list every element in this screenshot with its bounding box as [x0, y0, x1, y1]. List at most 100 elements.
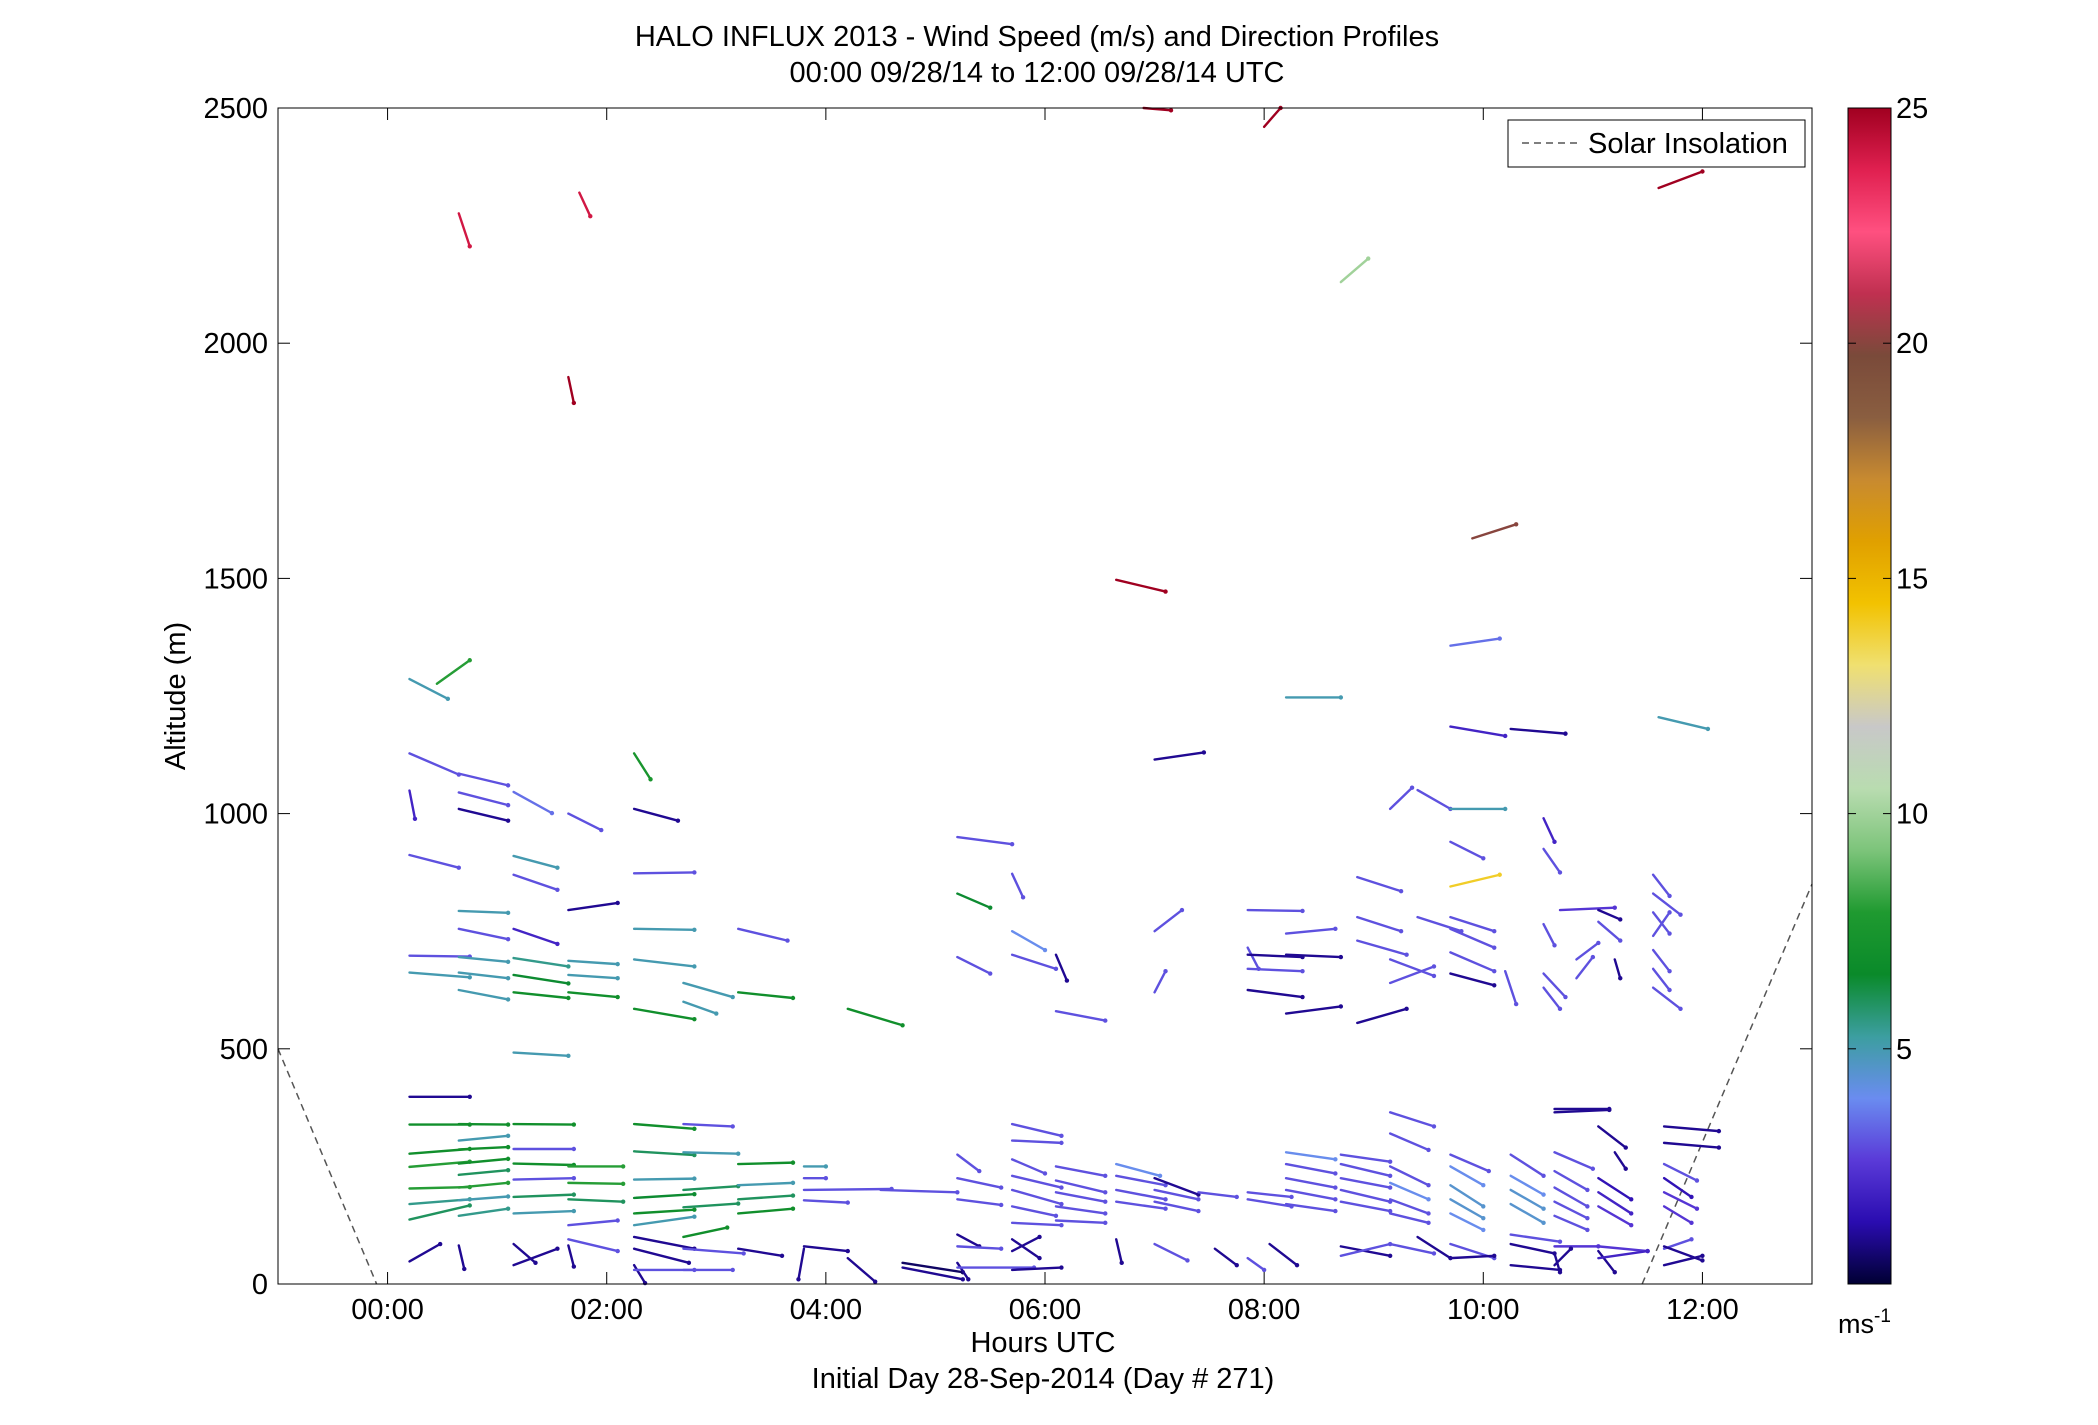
wind-barb [1388, 1212, 1431, 1226]
wind-barb-tip [1492, 1253, 1497, 1258]
wind-barb-tip [730, 1124, 735, 1129]
wind-barb-tip [1261, 1267, 1267, 1273]
wind-barb-shaft [1388, 1212, 1430, 1225]
wind-barb [1388, 785, 1415, 811]
x-axis-ticks: 00:00 02:00 04:00 06:00 08:00 10:00 12:00 [351, 108, 1739, 1326]
wind-barb [1010, 1122, 1064, 1139]
wind-barb-tip [1607, 1107, 1612, 1113]
wind-barb [1449, 1198, 1486, 1221]
wind-barb-tip [1503, 733, 1508, 739]
wind-barb-tip [1426, 1197, 1431, 1202]
wind-barb [901, 1266, 966, 1282]
wind-barb-tip [555, 941, 560, 947]
wind-barb [1542, 847, 1563, 875]
wind-barb-tip [1387, 1253, 1393, 1258]
wind-barb [1284, 953, 1344, 960]
wind-barb [1662, 1125, 1722, 1134]
y-tick-label: 1500 [203, 563, 268, 595]
wind-barb [1054, 1205, 1108, 1216]
wind-barb-shaft [512, 873, 559, 892]
wind-barb [512, 1192, 577, 1199]
wind-barb-shaft [567, 375, 576, 405]
wind-barb-shaft [632, 1247, 691, 1265]
wind-barb [632, 1007, 697, 1022]
wind-barb-tip [599, 827, 604, 833]
wind-barb [956, 892, 993, 910]
wind-barb-tip [1366, 256, 1371, 261]
wind-barb-shaft [802, 1245, 849, 1253]
wind-barb-shaft [1542, 847, 1562, 874]
wind-barb-tip [1618, 938, 1623, 943]
wind-barb [846, 1007, 905, 1028]
wind-barb-shaft [1575, 941, 1600, 961]
wind-barb-tip [1541, 1206, 1546, 1211]
wind-barb-shaft [797, 1247, 806, 1281]
wind-barb [512, 854, 560, 870]
wind-barb-tip [1557, 1006, 1563, 1012]
wind-barb-tip [714, 1011, 719, 1016]
wind-barb-shaft [1010, 1139, 1063, 1145]
wind-barb [1246, 908, 1305, 914]
wind-barb-shaft [1153, 1176, 1200, 1196]
wind-barb-shaft [1246, 946, 1260, 971]
wind-barb-tip [1667, 987, 1672, 993]
wind-barb-shaft [1449, 637, 1501, 647]
wind-barb [1449, 927, 1497, 950]
wind-barb-tip [1618, 917, 1623, 922]
wind-barb-tip [1163, 1197, 1168, 1202]
wind-barb [457, 955, 511, 964]
wind-barb-shaft [632, 807, 680, 822]
wind-barb-shaft [956, 1261, 970, 1281]
wind-barb-shaft [1010, 930, 1047, 952]
x-tick-label: 12:00 [1666, 1294, 1739, 1326]
wind-barb-tip [1678, 1006, 1683, 1012]
wind-barb-shaft [512, 854, 559, 869]
wind-barb [632, 752, 653, 782]
wind-barb [1213, 1247, 1239, 1268]
wind-barb-tip [1333, 1157, 1338, 1162]
wind-barb-tip [437, 1241, 443, 1247]
wind-barb [1115, 1200, 1168, 1211]
wind-barb-shaft [1153, 969, 1167, 994]
wind-barb-tip [845, 1248, 850, 1254]
wind-barb-shaft [457, 772, 510, 787]
wind-barb-shaft [1449, 927, 1496, 949]
colorbar-tick-label: 10 [1896, 799, 1928, 831]
wind-barb-shaft [512, 790, 554, 815]
wind-barb [1356, 915, 1404, 934]
wind-barb-tip [1185, 1258, 1190, 1263]
wind-barb [956, 1176, 1004, 1190]
wind-barb-shaft [1054, 953, 1069, 982]
wind-barb-tip [467, 1203, 472, 1208]
wind-barb-tip [1431, 973, 1437, 979]
wind-barb [1449, 636, 1502, 647]
wind-barb-shaft [1542, 986, 1562, 1011]
wind-barb-tip [533, 1260, 538, 1266]
wind-barb-shaft [802, 1187, 893, 1192]
wind-barb [1449, 1153, 1491, 1174]
wind-barb [1246, 967, 1305, 974]
wind-barb-shaft [1197, 1191, 1238, 1199]
wind-barb [1651, 948, 1672, 974]
wind-barb-shaft [682, 1000, 718, 1015]
wind-barb-shaft [1449, 1198, 1485, 1220]
wind-barb-shaft [1553, 1151, 1595, 1170]
wind-barb-shaft [1416, 788, 1452, 811]
wind-barb-tip [1492, 945, 1497, 950]
wind-barb-tip [1481, 1204, 1486, 1209]
y-tick-label: 500 [220, 1034, 268, 1066]
wind-barb-shaft [1597, 920, 1622, 942]
wind-barb [1339, 1162, 1393, 1179]
wind-barb [567, 1244, 577, 1269]
wind-barb-tip [1563, 994, 1568, 1000]
wind-barb [457, 1167, 511, 1177]
wind-barb-tip [549, 810, 555, 816]
x-tick-label: 10:00 [1447, 1294, 1520, 1326]
wind-barb [457, 971, 511, 981]
wind-barb-shaft [1449, 725, 1507, 738]
wind-barb-shaft [737, 991, 795, 1000]
wind-barb-shaft [408, 1242, 442, 1263]
wind-barb-shaft [512, 1247, 559, 1267]
wind-barb-tip [1497, 872, 1502, 877]
wind-barb-tip [692, 1126, 697, 1131]
